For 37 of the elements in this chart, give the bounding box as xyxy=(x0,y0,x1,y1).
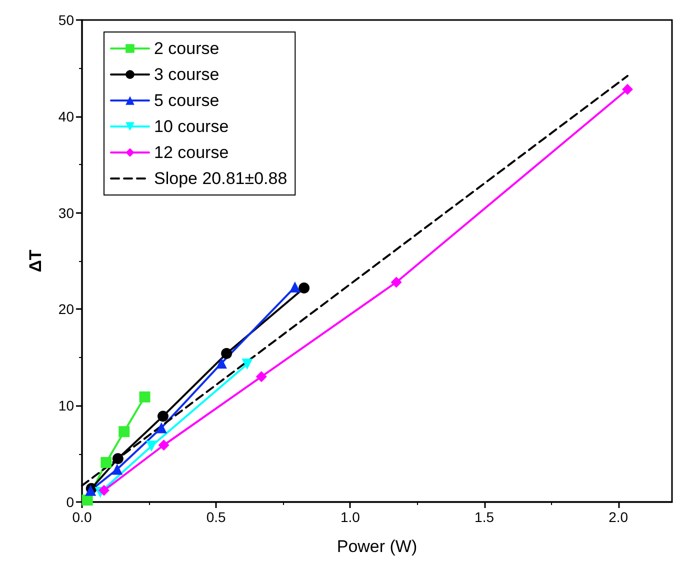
x-tick-label: 1.0 xyxy=(340,509,360,525)
x-tick-label: 0.5 xyxy=(206,509,226,525)
point xyxy=(158,410,168,422)
x-axis-title: Power (W) xyxy=(336,537,418,556)
point xyxy=(390,276,402,288)
y-tick-label: 30 xyxy=(58,204,74,221)
x-tick-label: 1.5 xyxy=(474,509,494,525)
y-tick-label: 50 xyxy=(58,12,74,28)
legend-label: 5 course xyxy=(154,91,220,110)
point xyxy=(298,282,310,294)
point xyxy=(139,391,150,402)
legend-label: 12 course xyxy=(154,143,229,162)
point xyxy=(146,440,157,452)
point xyxy=(216,358,227,369)
legend-label: 10 course xyxy=(154,117,229,136)
point xyxy=(622,84,633,95)
point xyxy=(242,358,253,370)
point xyxy=(156,422,167,434)
point xyxy=(100,456,112,468)
legend-label: 2 course xyxy=(154,39,220,58)
point xyxy=(118,426,130,438)
point xyxy=(289,282,300,293)
point xyxy=(112,464,123,475)
x-tick-label: 2.0 xyxy=(608,509,628,525)
x-tick-label: 0.0 xyxy=(72,509,92,525)
point xyxy=(98,484,110,496)
point xyxy=(158,440,170,451)
y-tick-label: 0 xyxy=(66,494,74,510)
legend-label: Slope 20.81±0.88 xyxy=(154,169,288,188)
point xyxy=(112,453,124,464)
point xyxy=(256,371,267,382)
y-tick-label: 10 xyxy=(58,398,74,414)
legend-label: 3 course xyxy=(154,65,220,84)
y-tick-label: 40 xyxy=(58,108,74,124)
y-tick-label: 20 xyxy=(58,301,74,318)
point xyxy=(221,348,232,360)
y-axis-title: ΔT xyxy=(26,249,45,272)
